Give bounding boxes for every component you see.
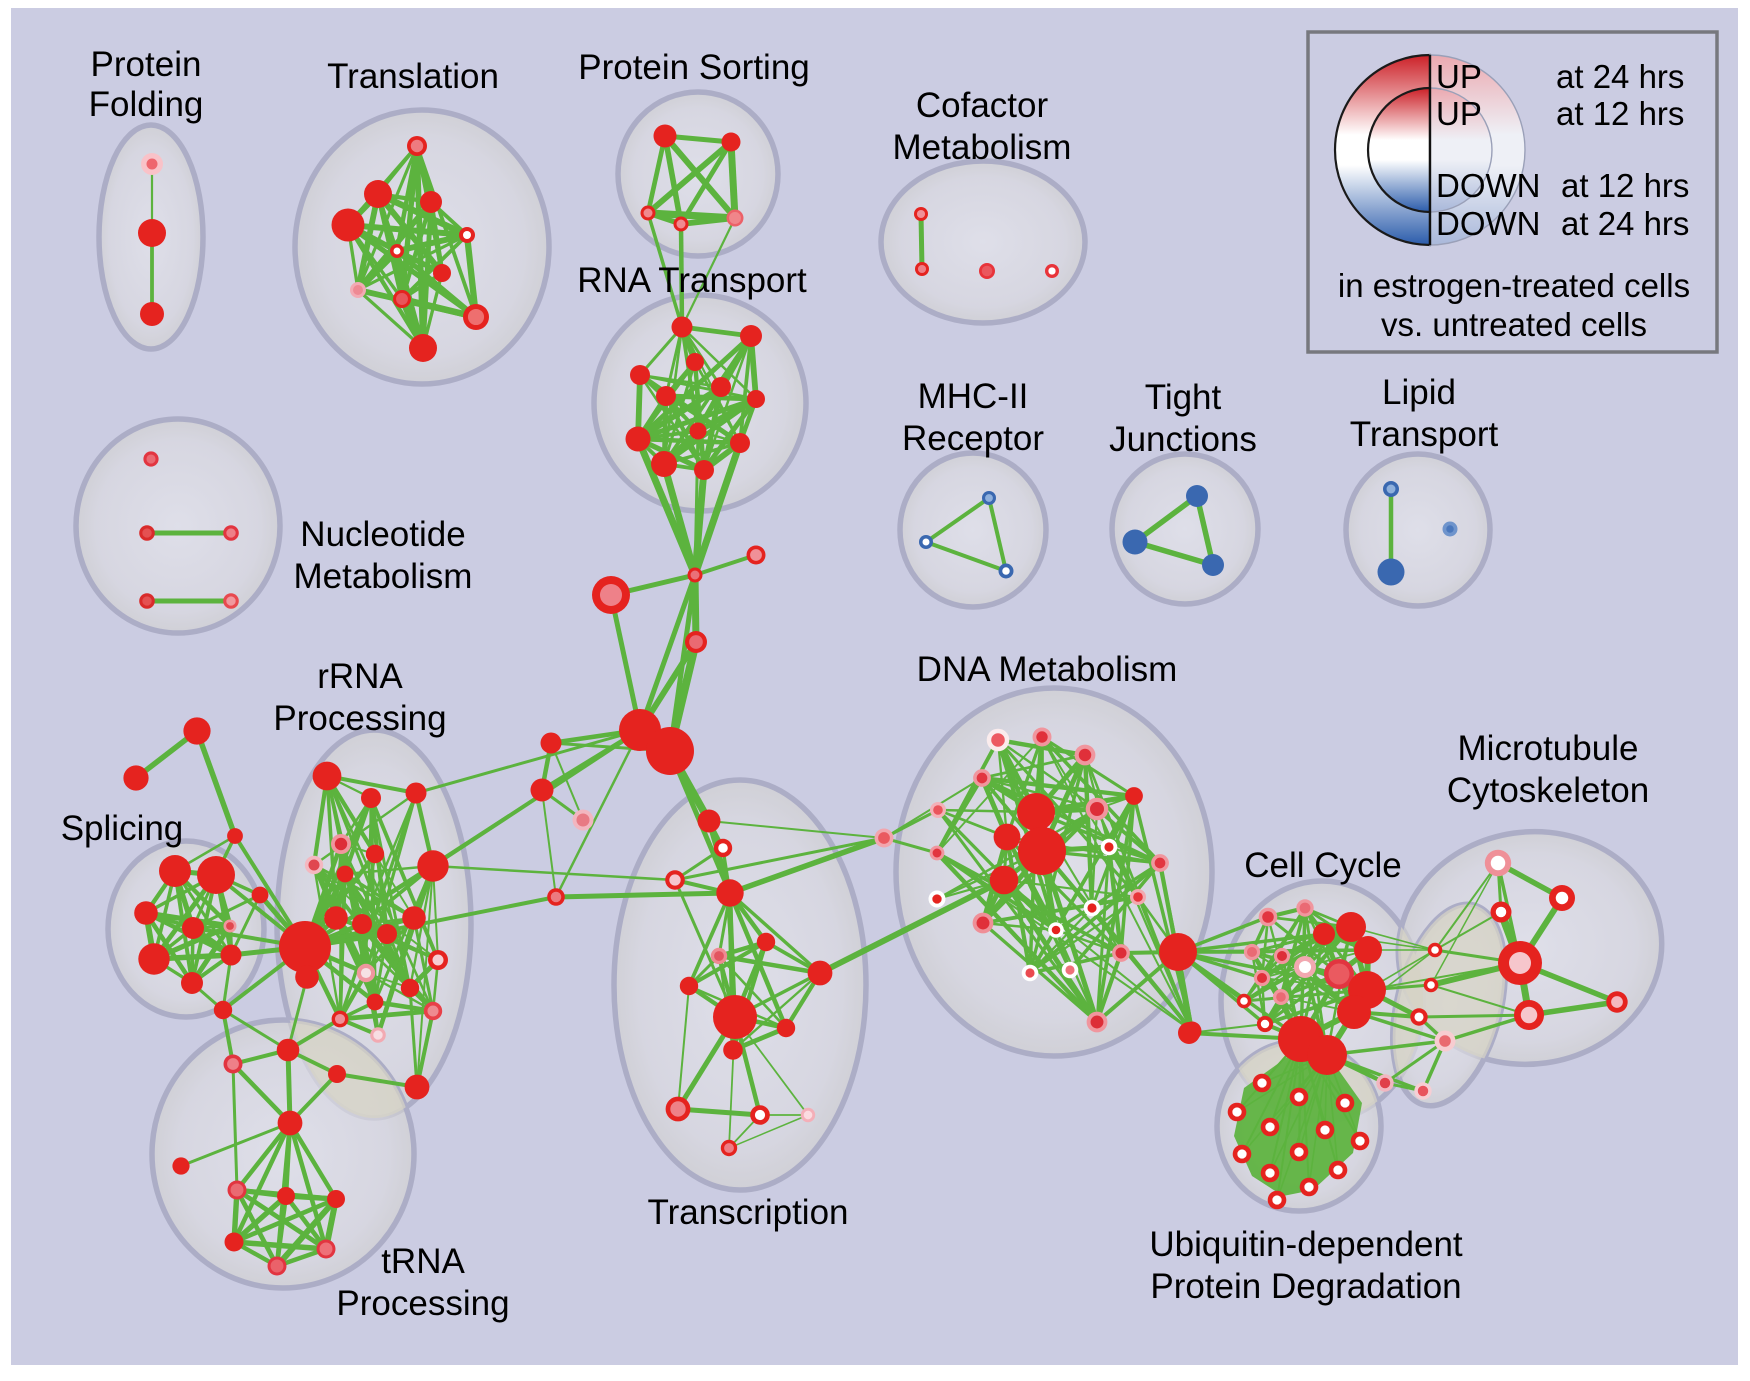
svg-text:Ubiquitin-dependent: Ubiquitin-dependent	[1149, 1225, 1463, 1264]
svg-text:Cofactor: Cofactor	[916, 86, 1049, 125]
svg-text:RNA Transport: RNA Transport	[577, 261, 807, 300]
svg-text:Cell Cycle: Cell Cycle	[1244, 846, 1402, 885]
svg-text:Lipid: Lipid	[1382, 373, 1456, 412]
svg-text:Transcription: Transcription	[648, 1193, 849, 1232]
svg-text:Microtubule: Microtubule	[1458, 729, 1639, 768]
svg-text:Receptor: Receptor	[902, 419, 1044, 458]
svg-text:DNA Metabolism: DNA Metabolism	[917, 650, 1178, 689]
svg-text:in estrogen-treated cells: in estrogen-treated cells	[1338, 267, 1690, 304]
svg-text:Splicing: Splicing	[61, 809, 184, 848]
svg-text:Transport: Transport	[1350, 415, 1499, 454]
svg-text:vs. untreated cells: vs. untreated cells	[1381, 306, 1647, 343]
svg-text:Protein: Protein	[91, 45, 202, 84]
svg-text:UP: UP	[1436, 95, 1482, 132]
svg-text:Processing: Processing	[336, 1284, 509, 1323]
svg-text:Tight: Tight	[1145, 378, 1222, 417]
svg-text:at 12 hrs: at 12 hrs	[1561, 167, 1689, 204]
svg-text:tRNA: tRNA	[381, 1242, 465, 1281]
svg-text:Metabolism: Metabolism	[294, 557, 473, 596]
svg-text:Translation: Translation	[327, 57, 499, 96]
svg-text:DOWN: DOWN	[1436, 167, 1540, 204]
svg-text:Processing: Processing	[273, 699, 446, 738]
svg-text:UP: UP	[1436, 58, 1482, 95]
svg-text:rRNA: rRNA	[317, 657, 403, 696]
svg-text:at 12 hrs: at 12 hrs	[1556, 95, 1684, 132]
svg-text:Protein Sorting: Protein Sorting	[578, 48, 810, 87]
svg-text:Folding: Folding	[89, 85, 204, 124]
svg-text:at 24 hrs: at 24 hrs	[1556, 58, 1684, 95]
svg-text:DOWN: DOWN	[1436, 205, 1540, 242]
svg-text:MHC-II: MHC-II	[918, 377, 1029, 416]
svg-text:at 24 hrs: at 24 hrs	[1561, 205, 1689, 242]
svg-text:Nucleotide: Nucleotide	[300, 515, 465, 554]
svg-text:Cytoskeleton: Cytoskeleton	[1447, 771, 1649, 810]
svg-text:Junctions: Junctions	[1109, 420, 1257, 459]
svg-text:Protein Degradation: Protein Degradation	[1150, 1267, 1461, 1306]
svg-text:Metabolism: Metabolism	[893, 128, 1072, 167]
